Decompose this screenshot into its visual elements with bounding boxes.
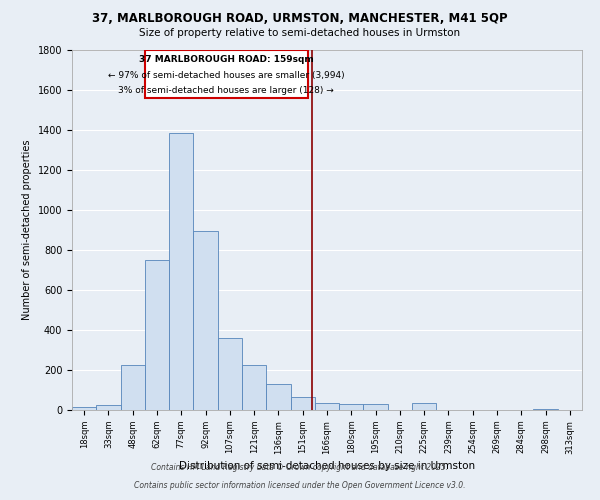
Text: 37, MARLBOROUGH ROAD, URMSTON, MANCHESTER, M41 5QP: 37, MARLBOROUGH ROAD, URMSTON, MANCHESTE… [92, 12, 508, 26]
Bar [169, 133, 193, 410]
Bar [412, 403, 436, 410]
Bar [364, 404, 388, 410]
Text: 3% of semi-detached houses are larger (128) →: 3% of semi-detached houses are larger (1… [118, 86, 334, 94]
Bar [242, 365, 266, 410]
Bar [145, 50, 308, 98]
X-axis label: Distribution of semi-detached houses by size in Urmston: Distribution of semi-detached houses by … [179, 460, 475, 470]
Text: ← 97% of semi-detached houses are smaller (3,994): ← 97% of semi-detached houses are smalle… [108, 70, 344, 80]
Bar [72, 407, 96, 410]
Bar [533, 409, 558, 410]
Y-axis label: Number of semi-detached properties: Number of semi-detached properties [22, 140, 32, 320]
Text: Contains HM Land Registry data © Crown copyright and database right 2025.: Contains HM Land Registry data © Crown c… [151, 464, 449, 472]
Text: Contains public sector information licensed under the Open Government Licence v3: Contains public sector information licen… [134, 481, 466, 490]
Text: Size of property relative to semi-detached houses in Urmston: Size of property relative to semi-detach… [139, 28, 461, 38]
Bar [96, 405, 121, 410]
Bar [315, 403, 339, 410]
Bar [193, 231, 218, 410]
Bar [290, 397, 315, 410]
Bar [145, 260, 169, 410]
Bar [339, 404, 364, 410]
Text: 37 MARLBOROUGH ROAD: 159sqm: 37 MARLBOROUGH ROAD: 159sqm [139, 56, 314, 64]
Bar [266, 384, 290, 410]
Bar [121, 365, 145, 410]
Bar [218, 338, 242, 410]
